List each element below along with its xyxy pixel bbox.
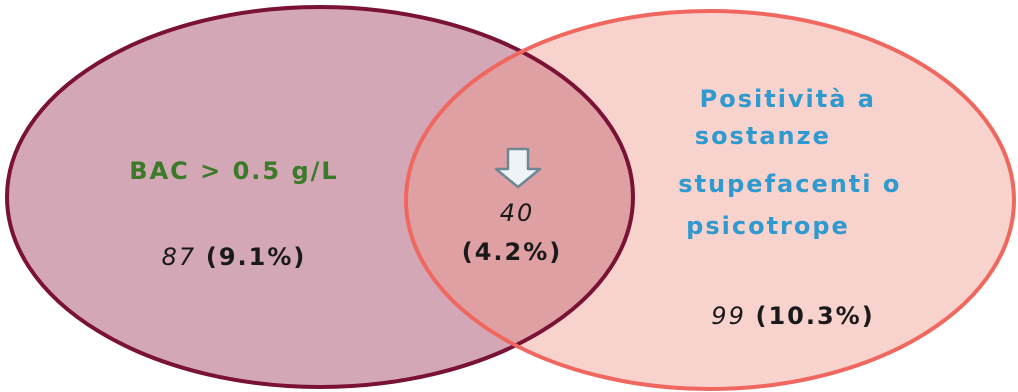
set-a-count-percent: (9.1%) xyxy=(206,243,307,271)
set-b-count-percent: (10.3%) xyxy=(755,302,874,330)
set-b-label-line-2: sostanze xyxy=(695,122,831,150)
set-a-outline xyxy=(5,5,635,389)
set-b-label: Positività a sostanze stupefacenti o psi… xyxy=(678,85,911,240)
intersection-count: 40 xyxy=(500,199,535,227)
intersection-region xyxy=(406,11,633,387)
down-arrow-icon xyxy=(494,147,542,189)
set-b-label-line-3: stupefacenti o xyxy=(678,170,901,198)
intersection-percent: (4.2%) xyxy=(462,238,563,266)
set-b-count: 99 (10.3%) xyxy=(711,302,874,330)
set-b-count-number: 99 xyxy=(711,302,746,330)
set-a-label: BAC > 0.5 g/L xyxy=(129,157,338,185)
set-b-outline xyxy=(404,9,1016,391)
set-b-label-line-4: psicotrope xyxy=(686,212,850,240)
set-a-count: 87 (9.1%) xyxy=(162,243,307,271)
set-b-label-line-1: Positività a xyxy=(700,85,876,113)
set-a-count-number: 87 xyxy=(162,243,197,271)
